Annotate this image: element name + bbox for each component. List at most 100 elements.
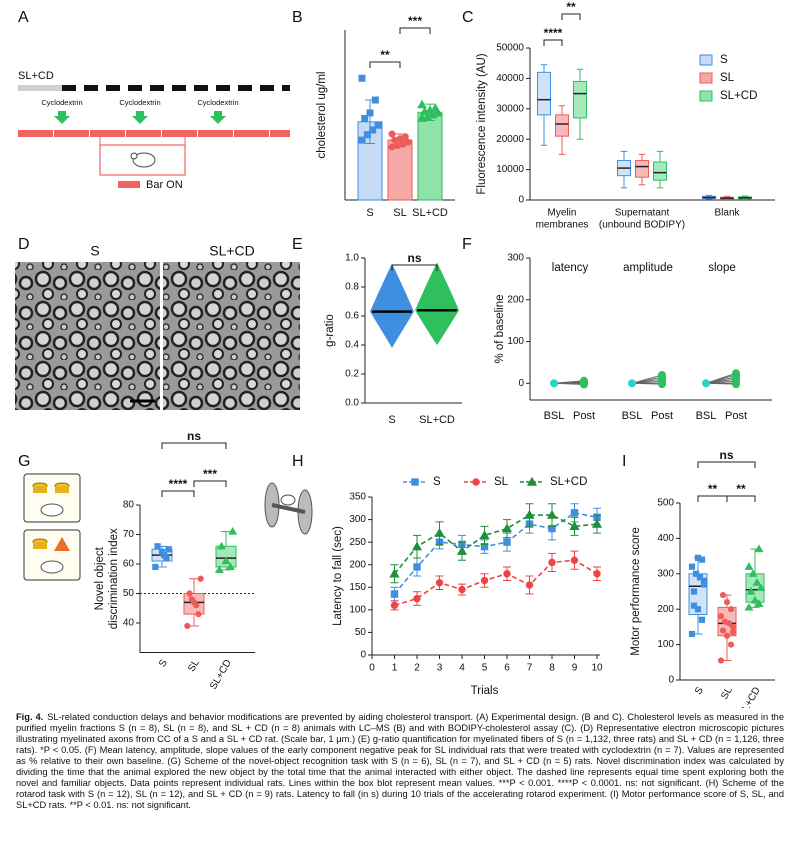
point <box>727 606 735 613</box>
group-label: slope <box>708 262 736 274</box>
point <box>593 570 601 578</box>
panel-letter: F <box>462 236 472 253</box>
x-tick-label: 0 <box>369 663 375 674</box>
significance-label: ns <box>407 251 421 265</box>
point <box>690 602 698 609</box>
point <box>480 576 489 585</box>
point <box>186 590 193 597</box>
point <box>417 113 427 122</box>
x-tick-label: BSL <box>696 410 717 422</box>
point <box>184 622 191 630</box>
point <box>434 527 445 537</box>
point <box>363 131 371 139</box>
panel-letter: G <box>18 453 30 470</box>
point <box>501 523 513 533</box>
arrow <box>54 111 70 124</box>
point <box>214 565 224 573</box>
panel-letter: B <box>292 9 303 26</box>
x-tick-label: 6 <box>504 663 510 674</box>
y-tick-label: 40 <box>123 618 135 629</box>
y-tick-label: 0 <box>668 675 674 686</box>
point <box>694 554 702 561</box>
box <box>573 80 587 119</box>
point <box>228 526 238 535</box>
significance-bracket <box>726 495 756 502</box>
point <box>165 546 172 553</box>
x-tick-label: Post <box>573 410 595 422</box>
significance-label: ns <box>187 429 201 443</box>
legend-label: S <box>720 54 728 66</box>
point <box>717 613 725 620</box>
x-axis-label: Trials <box>471 685 499 697</box>
group-label: amplitude <box>623 262 673 274</box>
significance-bracket <box>161 490 195 497</box>
point <box>694 606 702 613</box>
y-tick-label: 300 <box>657 568 674 579</box>
distribution <box>415 262 459 345</box>
bar <box>417 111 443 201</box>
panel-letter: D <box>18 236 30 253</box>
box <box>555 114 569 137</box>
point <box>744 602 754 611</box>
x-tick-label: 3 <box>437 663 443 674</box>
significance-bracket <box>399 27 431 34</box>
y-tick-label: 300 <box>349 514 366 525</box>
point <box>388 143 396 151</box>
rat-icon <box>40 560 64 574</box>
x-tick-label: Blank <box>714 208 740 219</box>
point <box>161 552 168 559</box>
point <box>628 379 636 388</box>
y-tick-label: 200 <box>349 559 366 570</box>
point <box>719 591 727 599</box>
y-tick-label: 0 <box>518 195 524 206</box>
point <box>472 478 480 486</box>
group-label: latency <box>552 262 589 274</box>
treatment-label: Cyclodextrin <box>119 98 160 107</box>
x-tick-label: SL <box>186 657 202 673</box>
significance-bracket <box>697 495 728 502</box>
object-icon <box>33 486 47 493</box>
point <box>195 611 202 618</box>
x-tick-label: S <box>366 207 373 219</box>
point <box>413 563 421 571</box>
point <box>197 575 204 582</box>
y-tick-label: 30000 <box>496 103 524 114</box>
panel-letter: C <box>462 9 474 26</box>
y-tick-label: 200 <box>507 294 524 305</box>
x-tick-label: SL <box>393 207 406 219</box>
legend-label: SL <box>720 72 735 84</box>
point <box>570 556 579 564</box>
y-tick-label: 0 <box>518 378 524 389</box>
point <box>717 657 725 664</box>
pair-line <box>631 374 663 384</box>
y-tick-label: 300 <box>507 253 524 264</box>
protocol-label: SL+CD <box>18 70 54 82</box>
point <box>456 545 468 555</box>
point <box>750 595 760 604</box>
y-tick-label: 100 <box>349 604 366 615</box>
y-tick-label: 500 <box>657 498 674 509</box>
y-axis-label: cholesterol ug/ml <box>316 72 328 159</box>
x-tick-label: BSL <box>622 410 643 422</box>
session-bar <box>18 130 290 137</box>
point <box>369 126 377 134</box>
point <box>591 518 603 528</box>
zoom-lines <box>99 137 186 145</box>
point <box>688 630 696 638</box>
point <box>188 596 195 603</box>
y-tick-label: 400 <box>657 533 674 544</box>
y-axis-label: Latency to fall (sec) <box>332 526 344 626</box>
caption: Fig. 4. SL-related conduction delays and … <box>16 712 784 811</box>
x-tick-label: membranes <box>536 220 589 231</box>
significance-bracket <box>697 461 756 468</box>
x-tick-label: SL+CD <box>737 685 763 708</box>
point <box>391 136 399 144</box>
point <box>732 369 740 378</box>
point <box>458 585 466 594</box>
y-tick-label: 200 <box>657 604 674 615</box>
legend-swatch <box>699 72 713 84</box>
y-axis-label: g-ratio <box>324 314 336 347</box>
legend-label: SL+CD <box>550 476 587 488</box>
x-tick-label: 7 <box>527 663 533 674</box>
